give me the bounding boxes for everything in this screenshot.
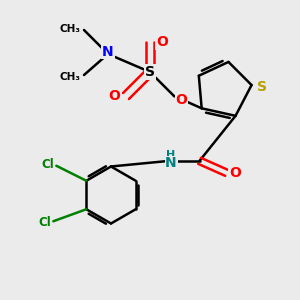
Text: O: O	[108, 89, 120, 103]
Text: Cl: Cl	[38, 216, 51, 229]
Text: S: S	[257, 80, 267, 94]
Text: O: O	[229, 166, 241, 180]
Text: H: H	[167, 150, 176, 161]
Text: CH₃: CH₃	[60, 23, 81, 34]
Text: N: N	[102, 45, 114, 58]
Text: O: O	[176, 94, 188, 107]
Text: N: N	[165, 156, 177, 170]
Text: O: O	[156, 35, 168, 49]
Text: S: S	[145, 65, 155, 79]
Text: CH₃: CH₃	[60, 71, 81, 82]
Text: Cl: Cl	[41, 158, 54, 171]
